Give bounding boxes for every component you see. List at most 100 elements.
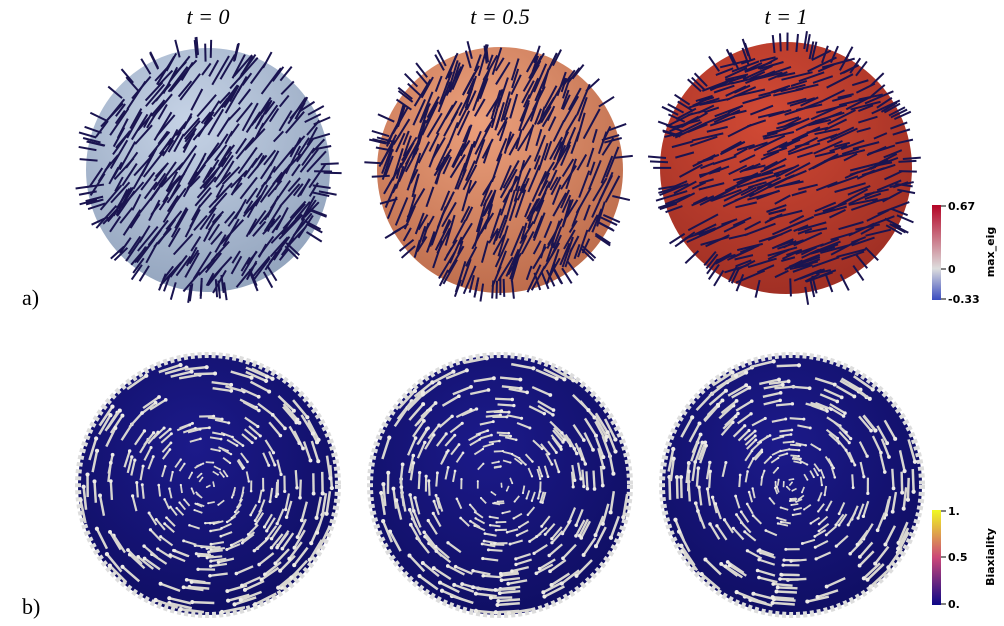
director-line (160, 162, 184, 188)
director-line (311, 191, 330, 198)
director-line (516, 124, 535, 152)
director-line (497, 225, 509, 257)
director-line (850, 100, 881, 111)
vector-arrow (779, 428, 792, 433)
director-line (865, 228, 892, 237)
vector-arrow (790, 385, 810, 390)
director-line (487, 189, 497, 215)
director-line (532, 215, 544, 239)
vector-arrow (244, 416, 259, 428)
director-line (384, 183, 397, 208)
director-line (567, 87, 582, 111)
vector-arrow (288, 541, 303, 560)
director-line (471, 219, 489, 250)
vector-arrow (697, 441, 707, 461)
director-line (567, 67, 581, 83)
director-line (561, 77, 571, 99)
director-line (769, 209, 803, 220)
vector-arrow (270, 533, 284, 549)
arrow-head (671, 446, 676, 452)
vector-arrow (382, 484, 387, 507)
arrow-head (509, 434, 513, 438)
column-title: t = 0.5 (470, 4, 529, 29)
arrow-head (469, 408, 473, 412)
director-line (820, 244, 849, 254)
vector-arrow (244, 579, 265, 591)
vector-arrow (178, 501, 187, 511)
vector-arrow (790, 498, 798, 501)
director-line (268, 107, 280, 123)
vector-arrow (537, 400, 555, 412)
vector-arrow (906, 477, 910, 500)
director-line (675, 151, 695, 159)
director-line (477, 44, 489, 76)
vector-arrow (825, 500, 833, 511)
arrow-head (579, 536, 584, 540)
arrow-head (190, 421, 194, 425)
vector-arrow (221, 448, 232, 456)
arrow-head (246, 460, 249, 464)
vector-arrow (778, 452, 788, 458)
vector-arrow (441, 395, 460, 407)
vector-arrow (277, 395, 295, 412)
director-line (540, 105, 552, 124)
director-line (524, 202, 532, 218)
arrow-head (408, 522, 413, 527)
arrow-head (867, 396, 872, 401)
director-line (411, 173, 420, 198)
vector-arrow (549, 559, 567, 573)
director-line (413, 239, 421, 258)
arrow-head (178, 607, 183, 612)
director-line (812, 75, 834, 84)
arrow-head (745, 549, 750, 553)
arrow-head (157, 483, 161, 487)
arrow-head (548, 569, 552, 574)
director-line (810, 104, 842, 121)
arrow-head (328, 476, 333, 481)
arrow-head (233, 510, 237, 514)
vector-arrow (469, 388, 489, 396)
vector-arrow (506, 528, 519, 534)
vector-arrow (406, 391, 424, 409)
vector-arrow (695, 392, 713, 412)
vector-arrow (169, 601, 193, 610)
director-line (600, 155, 614, 184)
arrow-head (581, 552, 586, 557)
arrow-head (749, 399, 754, 403)
director-line (537, 179, 549, 197)
director-line (415, 62, 428, 78)
arrow-head (574, 573, 579, 578)
director-line (95, 204, 118, 229)
vector-arrow (815, 551, 832, 560)
arrow-head (592, 487, 597, 491)
vector-arrow (241, 533, 255, 544)
vector-arrow (823, 485, 828, 496)
director-line (512, 234, 528, 266)
director-line (707, 264, 720, 280)
director-line (851, 200, 877, 211)
arrow-head (417, 470, 422, 475)
director-line (712, 155, 737, 166)
director-line (505, 189, 516, 220)
director-line (754, 279, 761, 298)
arrow-head (803, 508, 806, 511)
director-line (502, 278, 506, 297)
arrow-head (478, 432, 481, 436)
sphere (660, 42, 912, 294)
arrow-head (708, 469, 712, 474)
arrow-head (833, 476, 837, 479)
arrow-head (421, 402, 426, 407)
arrow-head (900, 490, 905, 495)
director-line (885, 224, 903, 236)
director-line (278, 94, 290, 108)
vector-arrow (819, 393, 838, 403)
arrow-head (802, 417, 806, 421)
arrow-head (257, 500, 261, 504)
director-line (811, 41, 818, 60)
director-line (112, 161, 123, 179)
arrow-head (258, 434, 262, 438)
vector-arrow (409, 524, 422, 542)
vector-arrow (826, 577, 846, 588)
director-line (710, 188, 742, 202)
